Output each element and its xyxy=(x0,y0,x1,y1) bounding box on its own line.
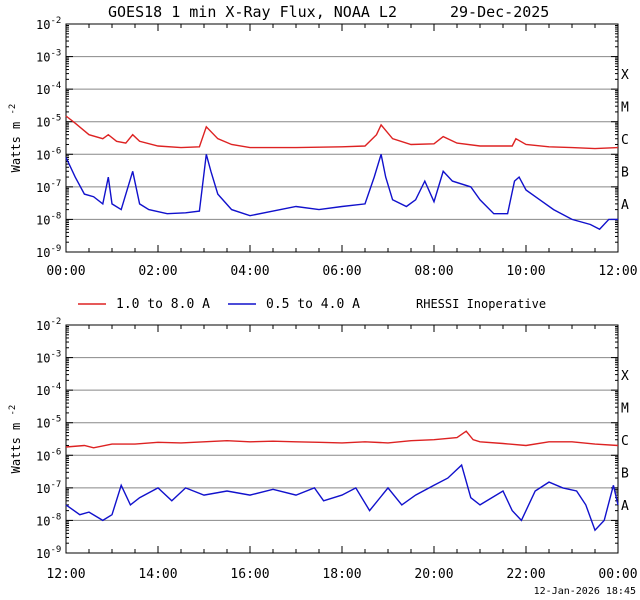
x-tick-label: 20:00 xyxy=(414,567,453,582)
plot-frame xyxy=(65,324,619,554)
x-tick-label: 12:00 xyxy=(598,264,637,279)
x-tick-label: 02:00 xyxy=(138,264,177,279)
flare-class-label: X xyxy=(621,369,629,384)
chart-title: GOES18 1 min X-Ray Flux, NOAA L2 xyxy=(108,3,397,21)
series-line-long-wavelength xyxy=(65,430,619,449)
y-axis-title: Watts m -2 xyxy=(8,104,23,173)
flare-class-label: B xyxy=(621,467,629,482)
series-line-short-wavelength xyxy=(65,463,619,532)
y-tick-label: 10-7 xyxy=(36,179,61,195)
panel-top: 10-2 10-3 10-4 10-5 10-6 10-7 10-8 10-9 X M C B A 00:… xyxy=(8,16,638,279)
series-line-short-wavelength xyxy=(65,154,618,231)
x-tick-label: 00:00 xyxy=(598,567,637,582)
flare-class-label: M xyxy=(621,401,629,416)
y-tick-label: 10-3 xyxy=(36,350,61,366)
y-tick-label: 10-7 xyxy=(36,480,61,496)
y-tick-label: 10-5 xyxy=(36,114,61,130)
x-tick-label: 16:00 xyxy=(230,567,269,582)
flare-class-label: M xyxy=(621,100,629,115)
y-tick-label: 10-8 xyxy=(36,512,61,528)
legend: 1.0 to 8.0 A 0.5 to 4.0 A RHESSI Inopera… xyxy=(78,297,546,312)
x-tick-label: 22:00 xyxy=(506,567,545,582)
y-tick-label: 10-9 xyxy=(36,244,61,260)
y-tick-label: 10-4 xyxy=(36,382,61,398)
flare-class-label: A xyxy=(621,499,629,514)
chart-date: 29-Dec-2025 xyxy=(450,3,549,21)
x-tick-label: 10:00 xyxy=(506,264,545,279)
x-tick-label: 12:00 xyxy=(46,567,85,582)
rhessi-status: RHESSI Inoperative xyxy=(416,297,546,311)
legend-label-long: 1.0 to 8.0 A xyxy=(116,297,210,312)
flare-class-label: A xyxy=(621,198,629,213)
y-tick-label: 10-8 xyxy=(36,211,61,227)
y-axis-title: Watts m -2 xyxy=(8,405,23,474)
y-tick-label: 10-9 xyxy=(36,545,61,561)
flare-class-label: X xyxy=(621,68,629,83)
legend-label-short: 0.5 to 4.0 A xyxy=(266,297,360,312)
x-tick-label: 08:00 xyxy=(414,264,453,279)
y-tick-label: 10-6 xyxy=(36,447,61,463)
generated-timestamp: 12-Jan-2026 18:45 xyxy=(534,586,636,597)
y-tick-label: 10-4 xyxy=(36,81,61,97)
x-tick-label: 18:00 xyxy=(322,567,361,582)
y-tick-label: 10-5 xyxy=(36,415,61,431)
series-line-long-wavelength xyxy=(65,115,619,150)
x-tick-label: 00:00 xyxy=(46,264,85,279)
x-tick-label: 04:00 xyxy=(230,264,269,279)
plot-frame xyxy=(65,23,619,253)
flare-class-label: B xyxy=(621,166,629,181)
y-tick-label: 10-6 xyxy=(36,146,61,162)
y-tick-label: 10-2 xyxy=(36,16,61,32)
y-tick-label: 10-3 xyxy=(36,49,61,65)
y-tick-label: 10-2 xyxy=(36,317,61,333)
panel-bottom: 10-2 10-3 10-4 10-5 10-6 10-7 10-8 10-9 X M C B A 12:… xyxy=(8,317,638,582)
flare-class-label: C xyxy=(621,133,629,148)
flare-class-label: C xyxy=(621,434,629,449)
x-tick-label: 06:00 xyxy=(322,264,361,279)
x-tick-label: 14:00 xyxy=(138,567,177,582)
